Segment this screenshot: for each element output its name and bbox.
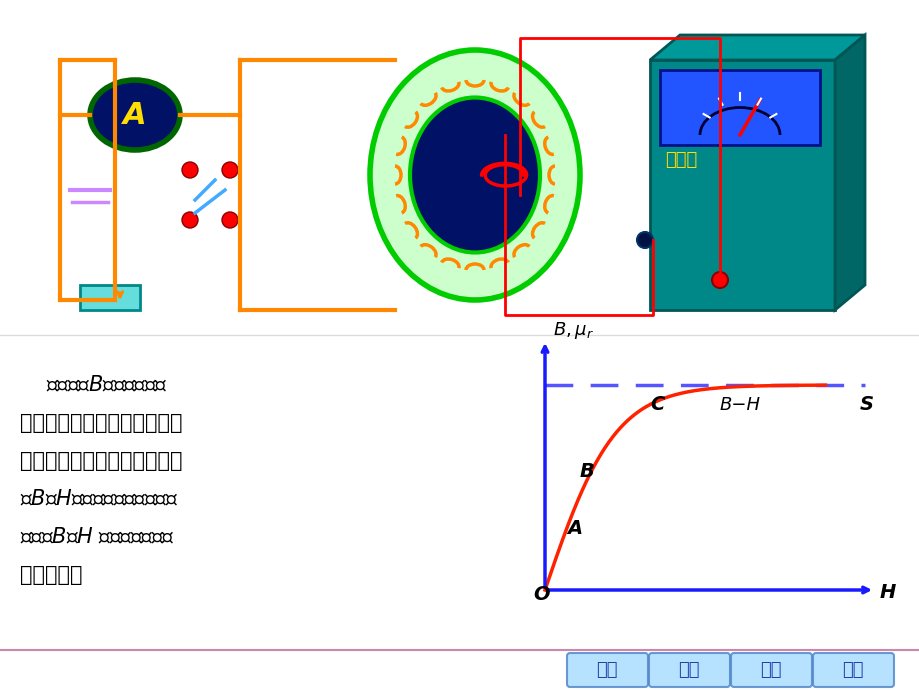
Text: 返回: 返回: [759, 661, 781, 679]
Ellipse shape: [90, 80, 180, 150]
Polygon shape: [650, 35, 864, 60]
Circle shape: [182, 162, 198, 178]
Text: C: C: [650, 395, 664, 413]
Ellipse shape: [369, 50, 579, 300]
FancyBboxPatch shape: [566, 653, 647, 687]
Bar: [659, 70, 819, 145]
Text: H: H: [879, 583, 895, 602]
Text: 磁通计: 磁通计: [664, 151, 697, 169]
Circle shape: [221, 212, 238, 228]
Text: O: O: [532, 585, 549, 604]
Text: 退出: 退出: [841, 661, 863, 679]
Polygon shape: [834, 35, 864, 310]
FancyBboxPatch shape: [648, 653, 729, 687]
Text: B: B: [579, 462, 595, 481]
Text: 次级线圈测出，这样，通过改: 次级线圈测出，这样，通过改: [20, 413, 182, 433]
Text: 组$B$和$H$的值，从而给出一条关: 组$B$和$H$的值，从而给出一条关: [20, 489, 178, 509]
Text: 于试样$B－H$ 的关系曲线称为: 于试样$B－H$ 的关系曲线称为: [20, 527, 175, 547]
Ellipse shape: [410, 97, 539, 253]
Text: 下页: 下页: [677, 661, 699, 679]
FancyBboxPatch shape: [731, 653, 811, 687]
Text: 铁芯中的$B$由磁通计上的: 铁芯中的$B$由磁通计上的: [20, 375, 167, 395]
Text: 上页: 上页: [596, 661, 617, 679]
Text: B−H: B−H: [720, 395, 760, 413]
Bar: [80, 285, 140, 310]
Circle shape: [221, 162, 238, 178]
Text: A: A: [566, 519, 582, 538]
Circle shape: [636, 232, 652, 248]
Text: S: S: [859, 395, 873, 413]
Text: 磁化曲线。: 磁化曲线。: [20, 565, 83, 585]
Text: 变励磁电流，可得到对应的一: 变励磁电流，可得到对应的一: [20, 451, 182, 471]
Circle shape: [711, 272, 727, 288]
Text: A: A: [123, 101, 147, 130]
FancyBboxPatch shape: [650, 60, 834, 310]
FancyBboxPatch shape: [812, 653, 893, 687]
Text: $B, \mu_r$: $B, \mu_r$: [552, 320, 594, 341]
Circle shape: [182, 212, 198, 228]
